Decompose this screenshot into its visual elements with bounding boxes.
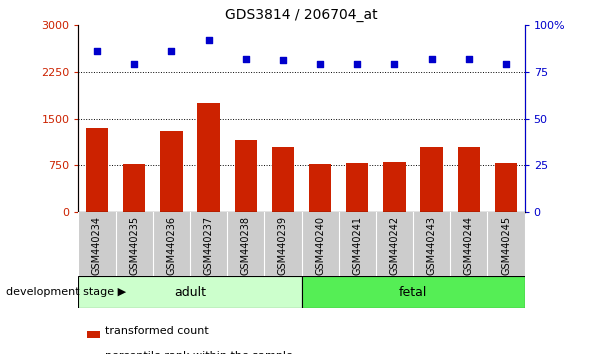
Bar <box>87 331 100 338</box>
Bar <box>78 276 302 308</box>
Point <box>130 61 139 67</box>
Bar <box>420 147 443 212</box>
Text: GSM440241: GSM440241 <box>352 216 362 275</box>
Point <box>241 56 251 61</box>
Point <box>352 61 362 67</box>
Text: transformed count: transformed count <box>105 326 209 336</box>
Point <box>278 58 288 63</box>
Text: percentile rank within the sample: percentile rank within the sample <box>105 352 293 354</box>
Point <box>166 48 176 54</box>
Text: GSM440234: GSM440234 <box>92 216 102 275</box>
Bar <box>235 141 257 212</box>
Text: development stage ▶: development stage ▶ <box>6 287 126 297</box>
Bar <box>86 128 108 212</box>
Text: GSM440238: GSM440238 <box>241 216 251 275</box>
Text: GSM440242: GSM440242 <box>390 216 399 275</box>
Bar <box>123 164 145 212</box>
Point <box>501 61 511 67</box>
Bar <box>458 147 480 212</box>
Point <box>464 56 474 61</box>
Bar <box>495 163 517 212</box>
Text: GSM440243: GSM440243 <box>427 216 437 275</box>
Text: GSM440245: GSM440245 <box>501 216 511 275</box>
Bar <box>346 163 368 212</box>
Title: GDS3814 / 206704_at: GDS3814 / 206704_at <box>225 8 378 22</box>
Text: GSM440239: GSM440239 <box>278 216 288 275</box>
Bar <box>309 164 331 212</box>
Bar <box>302 276 525 308</box>
Point <box>92 48 102 54</box>
Bar <box>272 147 294 212</box>
Text: GSM440244: GSM440244 <box>464 216 474 275</box>
Text: GSM440235: GSM440235 <box>129 216 139 275</box>
Text: fetal: fetal <box>399 286 428 298</box>
Text: GSM440240: GSM440240 <box>315 216 325 275</box>
Text: GSM440236: GSM440236 <box>166 216 176 275</box>
Text: adult: adult <box>174 286 206 298</box>
Point <box>390 61 399 67</box>
Point <box>315 61 325 67</box>
Text: GSM440237: GSM440237 <box>204 216 213 275</box>
Point <box>204 37 213 42</box>
Bar <box>197 103 219 212</box>
Bar <box>160 131 183 212</box>
Bar <box>384 162 406 212</box>
Point <box>427 56 437 61</box>
